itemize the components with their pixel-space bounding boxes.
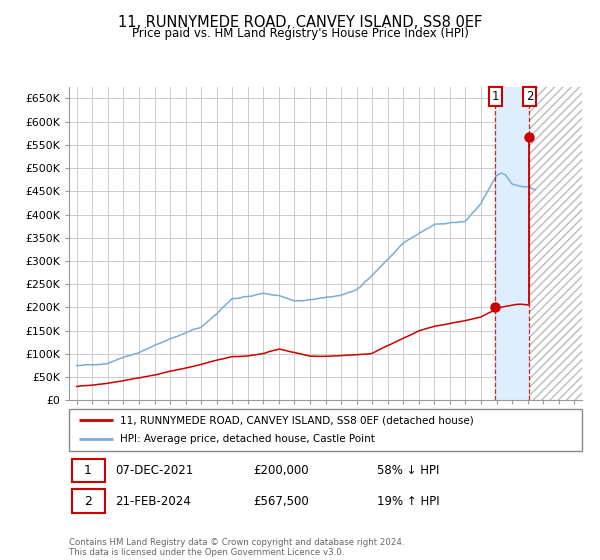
Bar — [71, 489, 105, 513]
Bar — [529, 87, 582, 400]
Text: 07-DEC-2021: 07-DEC-2021 — [115, 464, 193, 477]
Text: 58% ↓ HPI: 58% ↓ HPI — [377, 464, 439, 477]
Text: Contains HM Land Registry data © Crown copyright and database right 2024.
This d: Contains HM Land Registry data © Crown c… — [69, 538, 404, 557]
Text: Price paid vs. HM Land Registry's House Price Index (HPI): Price paid vs. HM Land Registry's House … — [131, 27, 469, 40]
Text: HPI: Average price, detached house, Castle Point: HPI: Average price, detached house, Cast… — [121, 435, 375, 445]
Text: £567,500: £567,500 — [254, 494, 310, 508]
Text: 11, RUNNYMEDE ROAD, CANVEY ISLAND, SS8 0EF: 11, RUNNYMEDE ROAD, CANVEY ISLAND, SS8 0… — [118, 15, 482, 30]
Bar — [71, 459, 105, 482]
Text: £200,000: £200,000 — [254, 464, 310, 477]
Text: 2: 2 — [84, 494, 92, 508]
Text: 11, RUNNYMEDE ROAD, CANVEY ISLAND, SS8 0EF (detached house): 11, RUNNYMEDE ROAD, CANVEY ISLAND, SS8 0… — [121, 415, 474, 425]
Bar — [495, 87, 529, 400]
Text: 1: 1 — [491, 90, 499, 103]
Text: 21-FEB-2024: 21-FEB-2024 — [115, 494, 191, 508]
Text: 2: 2 — [526, 90, 533, 103]
Text: 1: 1 — [84, 464, 92, 477]
Text: 19% ↑ HPI: 19% ↑ HPI — [377, 494, 439, 508]
Bar — [529, 87, 582, 400]
